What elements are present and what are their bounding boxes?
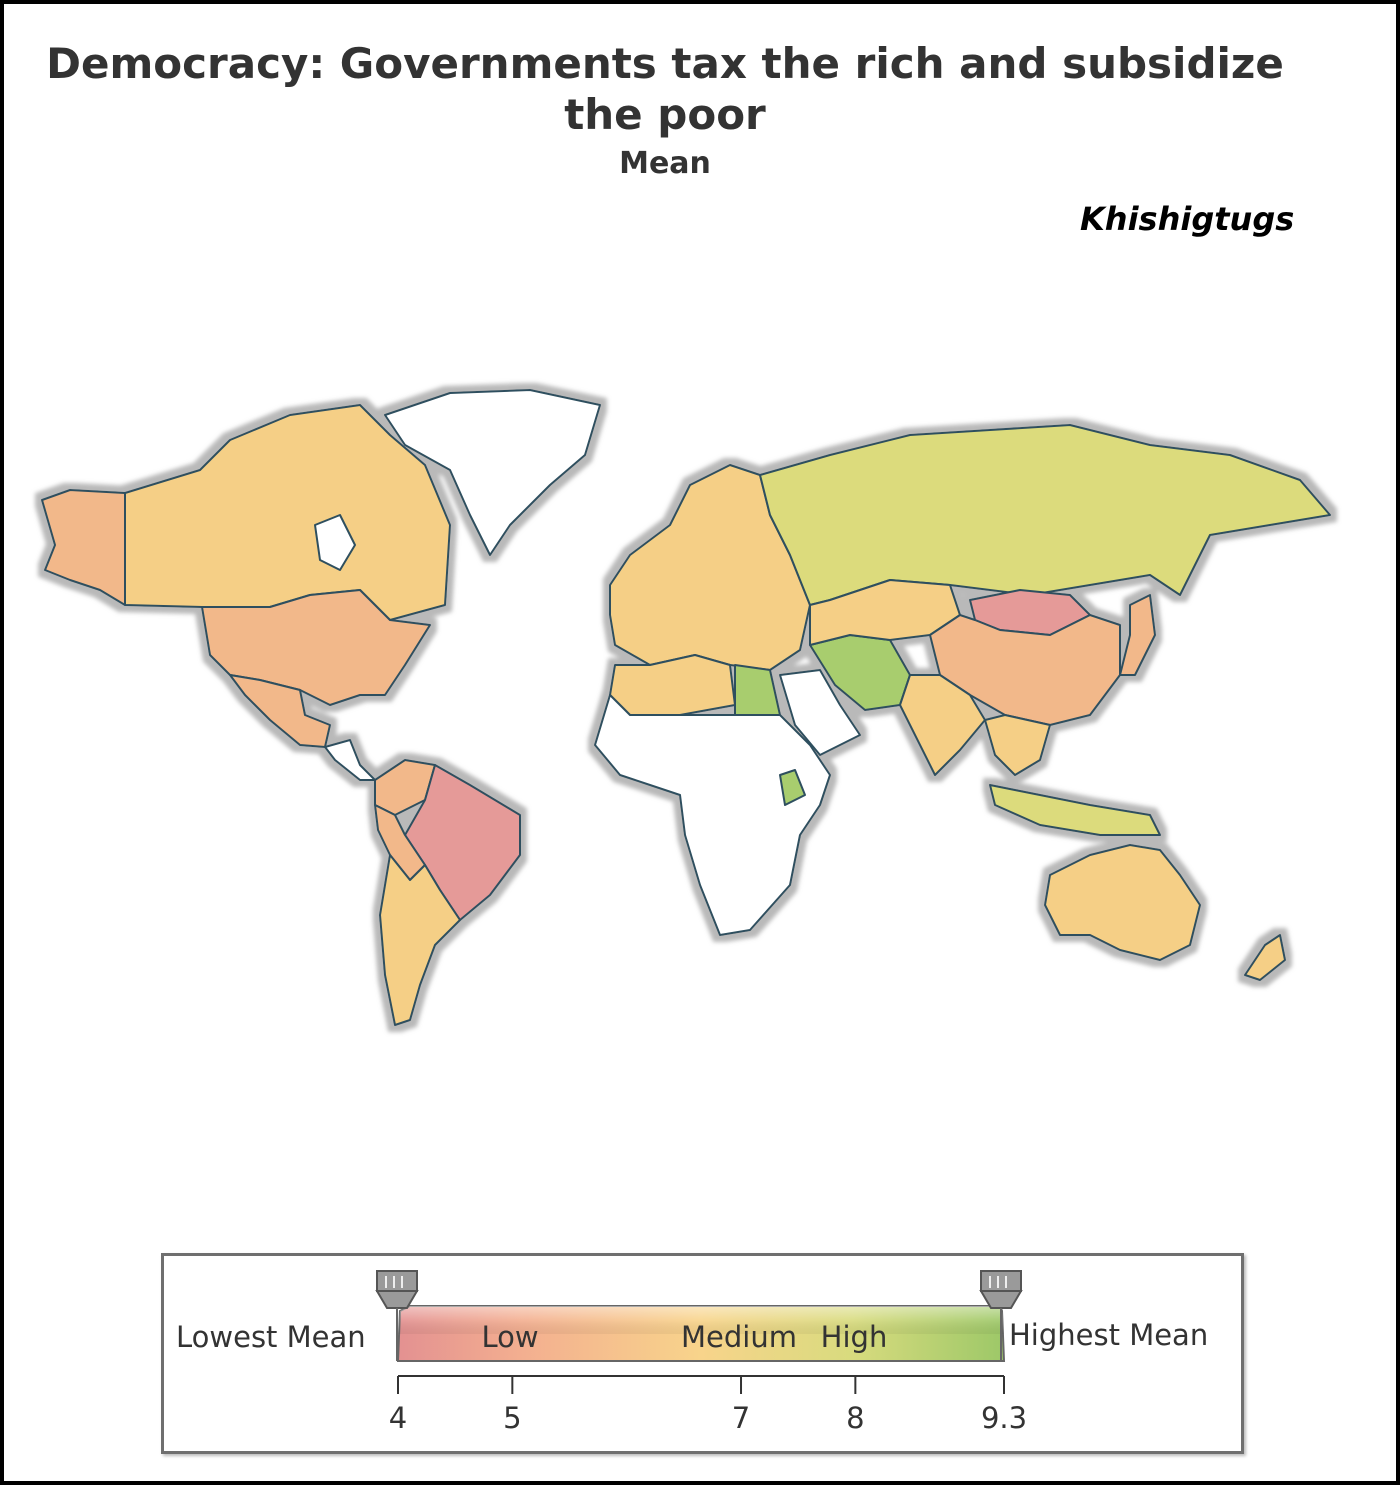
legend-tick-label: 8 bbox=[846, 1401, 864, 1435]
legend-right-handle[interactable] bbox=[979, 1270, 1023, 1361]
legend-band-medium: Medium bbox=[681, 1320, 797, 1354]
author-credit: Khishigtugs bbox=[1080, 200, 1295, 238]
legend-tick-label: 9.3 bbox=[981, 1401, 1027, 1435]
region-indonesia bbox=[989, 784, 1161, 836]
title-line-1: Democracy: Governments tax the rich and … bbox=[46, 39, 1284, 88]
map-title: Democracy: Governments tax the rich and … bbox=[0, 38, 1330, 140]
region-china bbox=[929, 614, 1121, 726]
legend-tick-label: 7 bbox=[732, 1401, 750, 1435]
region-australia bbox=[1044, 844, 1201, 961]
legend-lowest-label: Lowest Mean bbox=[176, 1320, 366, 1354]
region-africa bbox=[594, 694, 831, 936]
region-southeast-asia bbox=[984, 714, 1051, 776]
legend-band-low: Low bbox=[481, 1320, 538, 1354]
map-subtitle: Mean bbox=[619, 146, 711, 181]
legend-left-handle[interactable] bbox=[375, 1270, 419, 1361]
region-greenland bbox=[384, 389, 601, 556]
legend-tick-label: 5 bbox=[503, 1401, 521, 1435]
region-alaska bbox=[41, 489, 126, 606]
region-new-zealand bbox=[1244, 934, 1286, 981]
region-kenya bbox=[779, 769, 806, 806]
title-line-2: the poor bbox=[564, 90, 766, 139]
legend-box: Lowest Mean Highest Mean bbox=[161, 1253, 1244, 1454]
region-hudson-bay bbox=[314, 514, 356, 571]
legend-colorbar: Low Medium High 4 5 7 8 9.3 bbox=[375, 1270, 1027, 1435]
legend-highest-label: Highest Mean bbox=[1009, 1318, 1209, 1352]
region-russia bbox=[759, 424, 1331, 606]
region-mexico bbox=[229, 674, 331, 748]
region-argentina-chile bbox=[379, 854, 461, 1026]
region-north-africa-west bbox=[609, 654, 736, 716]
region-middle-east bbox=[779, 669, 861, 756]
legend-band-high: High bbox=[821, 1320, 888, 1354]
legend-tick-label: 4 bbox=[389, 1401, 407, 1435]
legend-ticks: 4 5 7 8 9.3 bbox=[389, 1376, 1027, 1435]
region-egypt bbox=[734, 664, 781, 716]
region-japan bbox=[1119, 594, 1156, 676]
region-central-america bbox=[324, 739, 376, 781]
world-map bbox=[41, 389, 1331, 1026]
